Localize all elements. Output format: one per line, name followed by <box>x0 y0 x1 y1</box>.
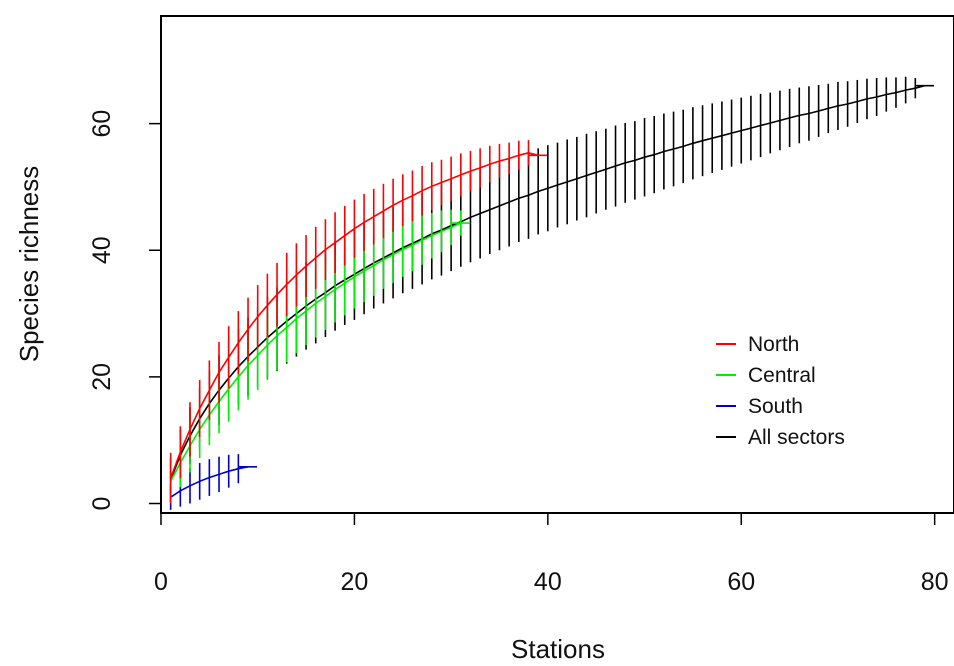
legend-item-south: South <box>716 395 803 418</box>
x-tick-label: 0 <box>154 568 168 596</box>
series-line <box>169 151 539 479</box>
y-tick-label: 60 <box>88 110 116 138</box>
legend-label: South <box>748 395 803 418</box>
y-tick-label: 40 <box>88 236 116 264</box>
x-tick-label: 80 <box>921 568 949 596</box>
legend-label: North <box>748 333 799 356</box>
y-axis: 0 20 40 60 <box>88 110 161 511</box>
x-tick-label: 60 <box>727 568 755 596</box>
plot-frame <box>160 15 954 514</box>
series-north <box>169 140 548 504</box>
x-axis: 0 20 40 60 80 <box>154 513 949 596</box>
legend: North Central South All sectors <box>716 333 845 449</box>
series-layer <box>169 76 934 510</box>
legend-item-all-sectors: All sectors <box>716 426 845 449</box>
y-tick-label: 20 <box>88 363 116 391</box>
x-tick-label: 40 <box>534 568 562 596</box>
x-tick-label: 20 <box>341 568 369 596</box>
legend-label: Central <box>748 364 816 387</box>
legend-label: All sectors <box>748 426 845 449</box>
y-axis-title: Species richness <box>14 166 44 363</box>
series-line <box>170 466 249 498</box>
y-tick-label: 0 <box>88 497 116 511</box>
legend-item-north: North <box>716 333 799 356</box>
legend-item-central: Central <box>716 364 816 387</box>
x-axis-title: Stations <box>511 634 605 664</box>
